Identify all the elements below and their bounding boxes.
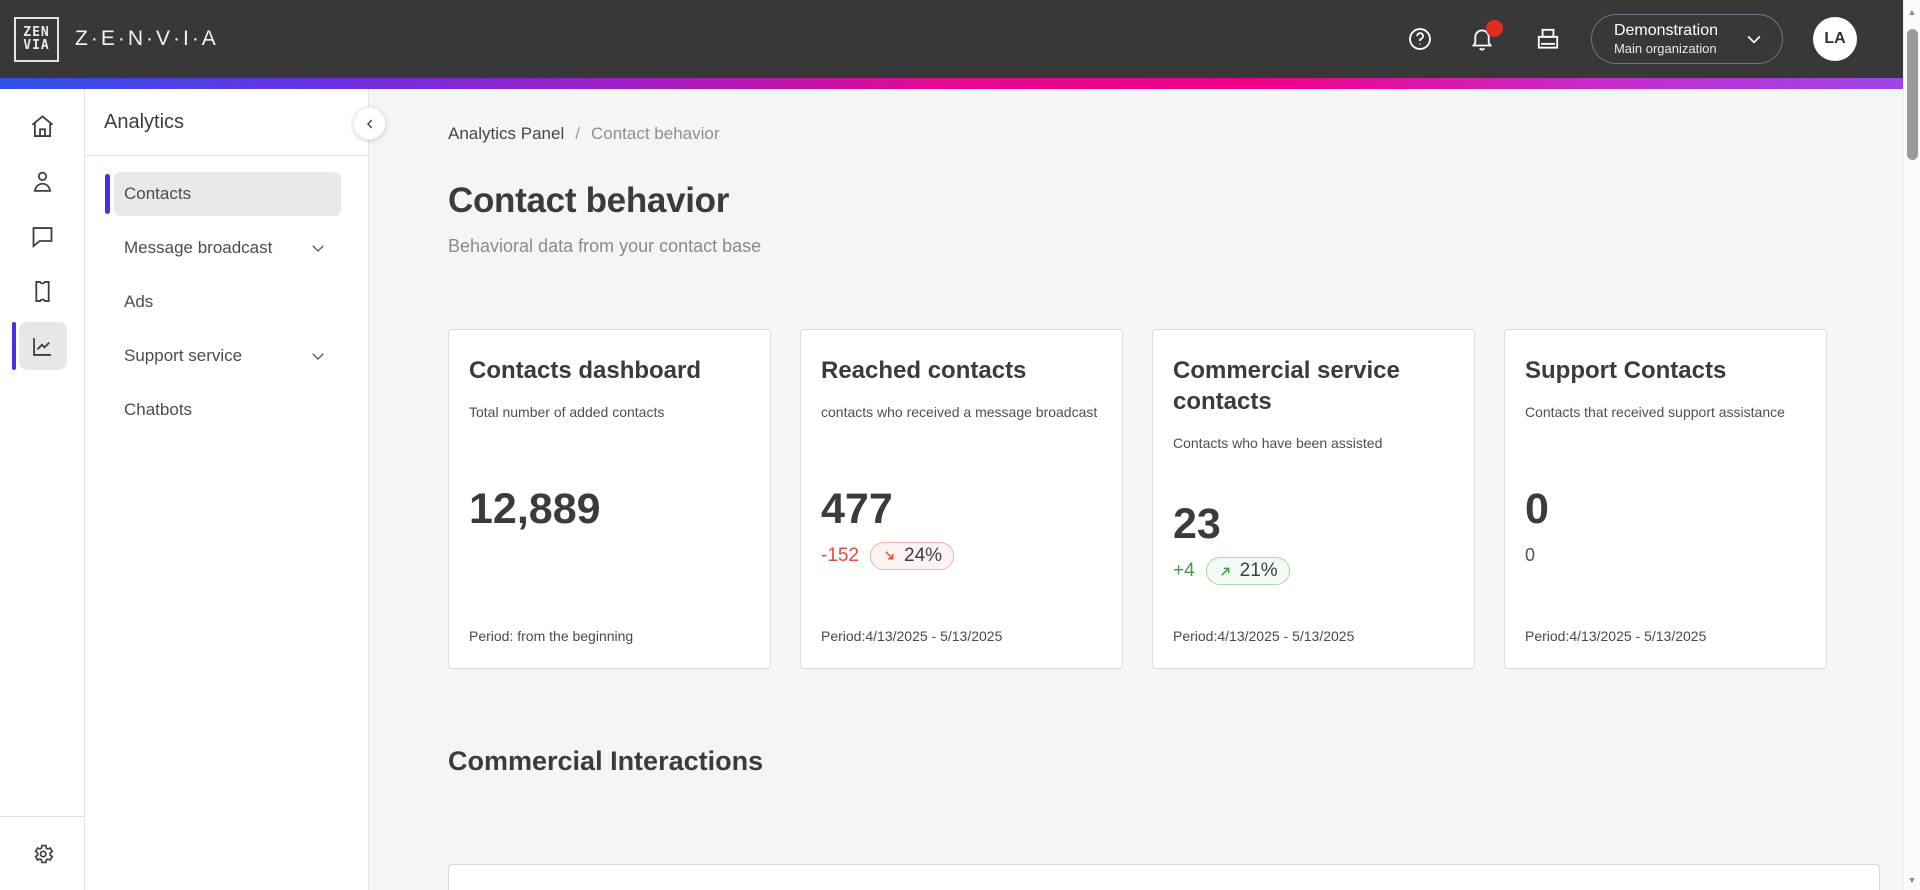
chevron-down-icon [1744, 29, 1764, 49]
card-value: 477 [821, 484, 893, 533]
chevron-down-icon [309, 239, 327, 257]
rail-item-settings[interactable] [0, 816, 84, 890]
card-description: contacts who received a message broadcas… [821, 404, 1098, 421]
card-title: Commercial service contacts [1173, 357, 1400, 416]
logo-line-bottom: VIA [23, 38, 50, 53]
sidebar-item-label: Support service [124, 346, 243, 365]
sidebar-item-support-service[interactable]: Support service [114, 334, 341, 378]
scrollbar-thumb[interactable] [1906, 29, 1918, 160]
card-contacts-dashboard: Contacts dashboard Total number of added… [448, 329, 771, 669]
home-icon [31, 114, 53, 137]
breadcrumb: Analytics Panel / Contact behavior [448, 124, 1903, 144]
card-sub-row: +4 21% [1173, 557, 1452, 586]
sidebar-menu: Contacts Message broadcast Ads Support s… [85, 156, 368, 432]
sidebar-header: Analytics [85, 89, 368, 156]
topbar: ZEN VIA Z·E·N·V·I·A [0, 0, 1903, 78]
card-description: Total number of added contacts [469, 404, 665, 421]
help-icon[interactable] [1407, 26, 1433, 52]
scrollbar-up-arrow[interactable]: ▲ [1907, 7, 1917, 17]
card-period: Period: from the beginning [469, 628, 634, 644]
card-value: 23 [1173, 500, 1221, 549]
sidebar-item-chatbots[interactable]: Chatbots [114, 388, 341, 432]
stat-cards-row: Contacts dashboard Total number of added… [448, 329, 1903, 669]
organization-name: Demonstration [1613, 21, 1718, 39]
line-chart-icon [32, 337, 51, 356]
card-period: Period:4/13/2025 - 5/13/2025 [821, 628, 1003, 644]
commercial-interactions-card [448, 864, 1880, 890]
card-period: Period:4/13/2025 - 5/13/2025 [1173, 628, 1355, 644]
card-sub-row [469, 542, 748, 570]
arrow-down-right-icon [885, 551, 894, 560]
card-description: Contacts that received support assistanc… [1525, 404, 1785, 421]
printer-icon[interactable] [1535, 26, 1561, 52]
sidebar-title: Analytics [104, 110, 185, 133]
trend-badge: 24% [870, 541, 955, 570]
gear-icon [34, 844, 53, 864]
card-sub-row: -152 24% [821, 541, 1100, 570]
notification-badge-dot [1485, 20, 1503, 37]
icon-rail [0, 89, 85, 890]
page-scrollbar[interactable]: ▲ ▼ [1903, 0, 1920, 890]
page-subtitle: Behavioral data from your contact base [448, 236, 762, 256]
rail-item-home[interactable] [0, 102, 85, 150]
card-commercial-service-contacts: Commercial service contacts Contacts who… [1152, 329, 1475, 669]
sidebar-item-ads[interactable]: Ads [114, 280, 341, 324]
organization-subtitle: Main organization [1613, 40, 1717, 56]
card-support-contacts: Support Contacts Contacts that received … [1504, 329, 1827, 669]
trend-badge: 21% [1205, 557, 1290, 586]
logo-line-top: ZEN [23, 25, 50, 40]
topbar-actions: Demonstration Main organization LA [1407, 0, 1857, 78]
card-title: Reached contacts [821, 357, 1027, 384]
notifications-bell-icon[interactable] [1469, 20, 1503, 52]
breadcrumb-current: Contact behavior [590, 124, 720, 143]
chat-bubble-icon [32, 226, 52, 248]
zenvia-wordmark: Z·E·N·V·I·A [75, 27, 219, 50]
card-period: Period:4/13/2025 - 5/13/2025 [1525, 628, 1707, 644]
main-content: Analytics Panel / Contact behavior Conta… [370, 89, 1903, 890]
arrow-up-right-icon [1220, 567, 1230, 576]
trend-percent: 21% [1239, 560, 1278, 582]
card-title: Support Contacts [1525, 357, 1727, 384]
sidebar-collapse-button[interactable] [353, 107, 386, 140]
rail-item-contacts[interactable] [0, 157, 85, 205]
card-value: 12,889 [469, 484, 601, 533]
contact-person-icon [33, 171, 51, 192]
analytics-sidebar: Analytics Contacts Message broadcast Ads… [85, 89, 369, 890]
trend-percent: 24% [904, 544, 943, 566]
scrollbar-down-arrow[interactable]: ▼ [1907, 875, 1917, 885]
card-secondary-value: 0 [1525, 545, 1536, 566]
card-title: Contacts dashboard [469, 357, 702, 384]
chevron-left-icon [366, 119, 372, 128]
sidebar-item-label: Ads [124, 292, 154, 311]
organization-switcher[interactable]: Demonstration Main organization [1590, 14, 1783, 64]
breadcrumb-analytics-panel[interactable]: Analytics Panel [448, 124, 565, 143]
sidebar-item-label: Chatbots [124, 400, 193, 419]
sidebar-item-label: Message broadcast [124, 238, 273, 257]
sidebar-item-message-broadcast[interactable]: Message broadcast [114, 226, 341, 270]
organization-labels: Demonstration Main organization [1614, 21, 1718, 57]
rail-item-conversations[interactable] [0, 212, 85, 260]
rail-item-tickets[interactable] [0, 267, 85, 315]
zenvia-logo-icon: ZEN VIA [14, 16, 59, 62]
breadcrumb-separator: / [575, 124, 580, 143]
ticket-icon [34, 280, 50, 302]
rail-item-analytics[interactable] [0, 322, 85, 370]
avatar[interactable]: LA [1813, 17, 1857, 61]
card-reached-contacts: Reached contacts contacts who received a… [800, 329, 1123, 669]
sidebar-item-contacts[interactable]: Contacts [105, 172, 341, 216]
card-description: Contacts who have been assisted [1173, 435, 1383, 452]
chevron-down-icon [309, 347, 327, 365]
page-title: Contact behavior [448, 181, 730, 220]
sidebar-item-label: Contacts [124, 184, 192, 203]
zenvia-brand[interactable]: ZEN VIA Z·E·N·V·I·A [14, 16, 219, 62]
card-value: 0 [1525, 484, 1549, 533]
delta-value: +4 [1173, 560, 1195, 582]
delta-value: -152 [821, 544, 860, 566]
section-title-commercial-interactions: Commercial Interactions [448, 746, 764, 776]
brand-gradient-strip [0, 78, 1903, 89]
